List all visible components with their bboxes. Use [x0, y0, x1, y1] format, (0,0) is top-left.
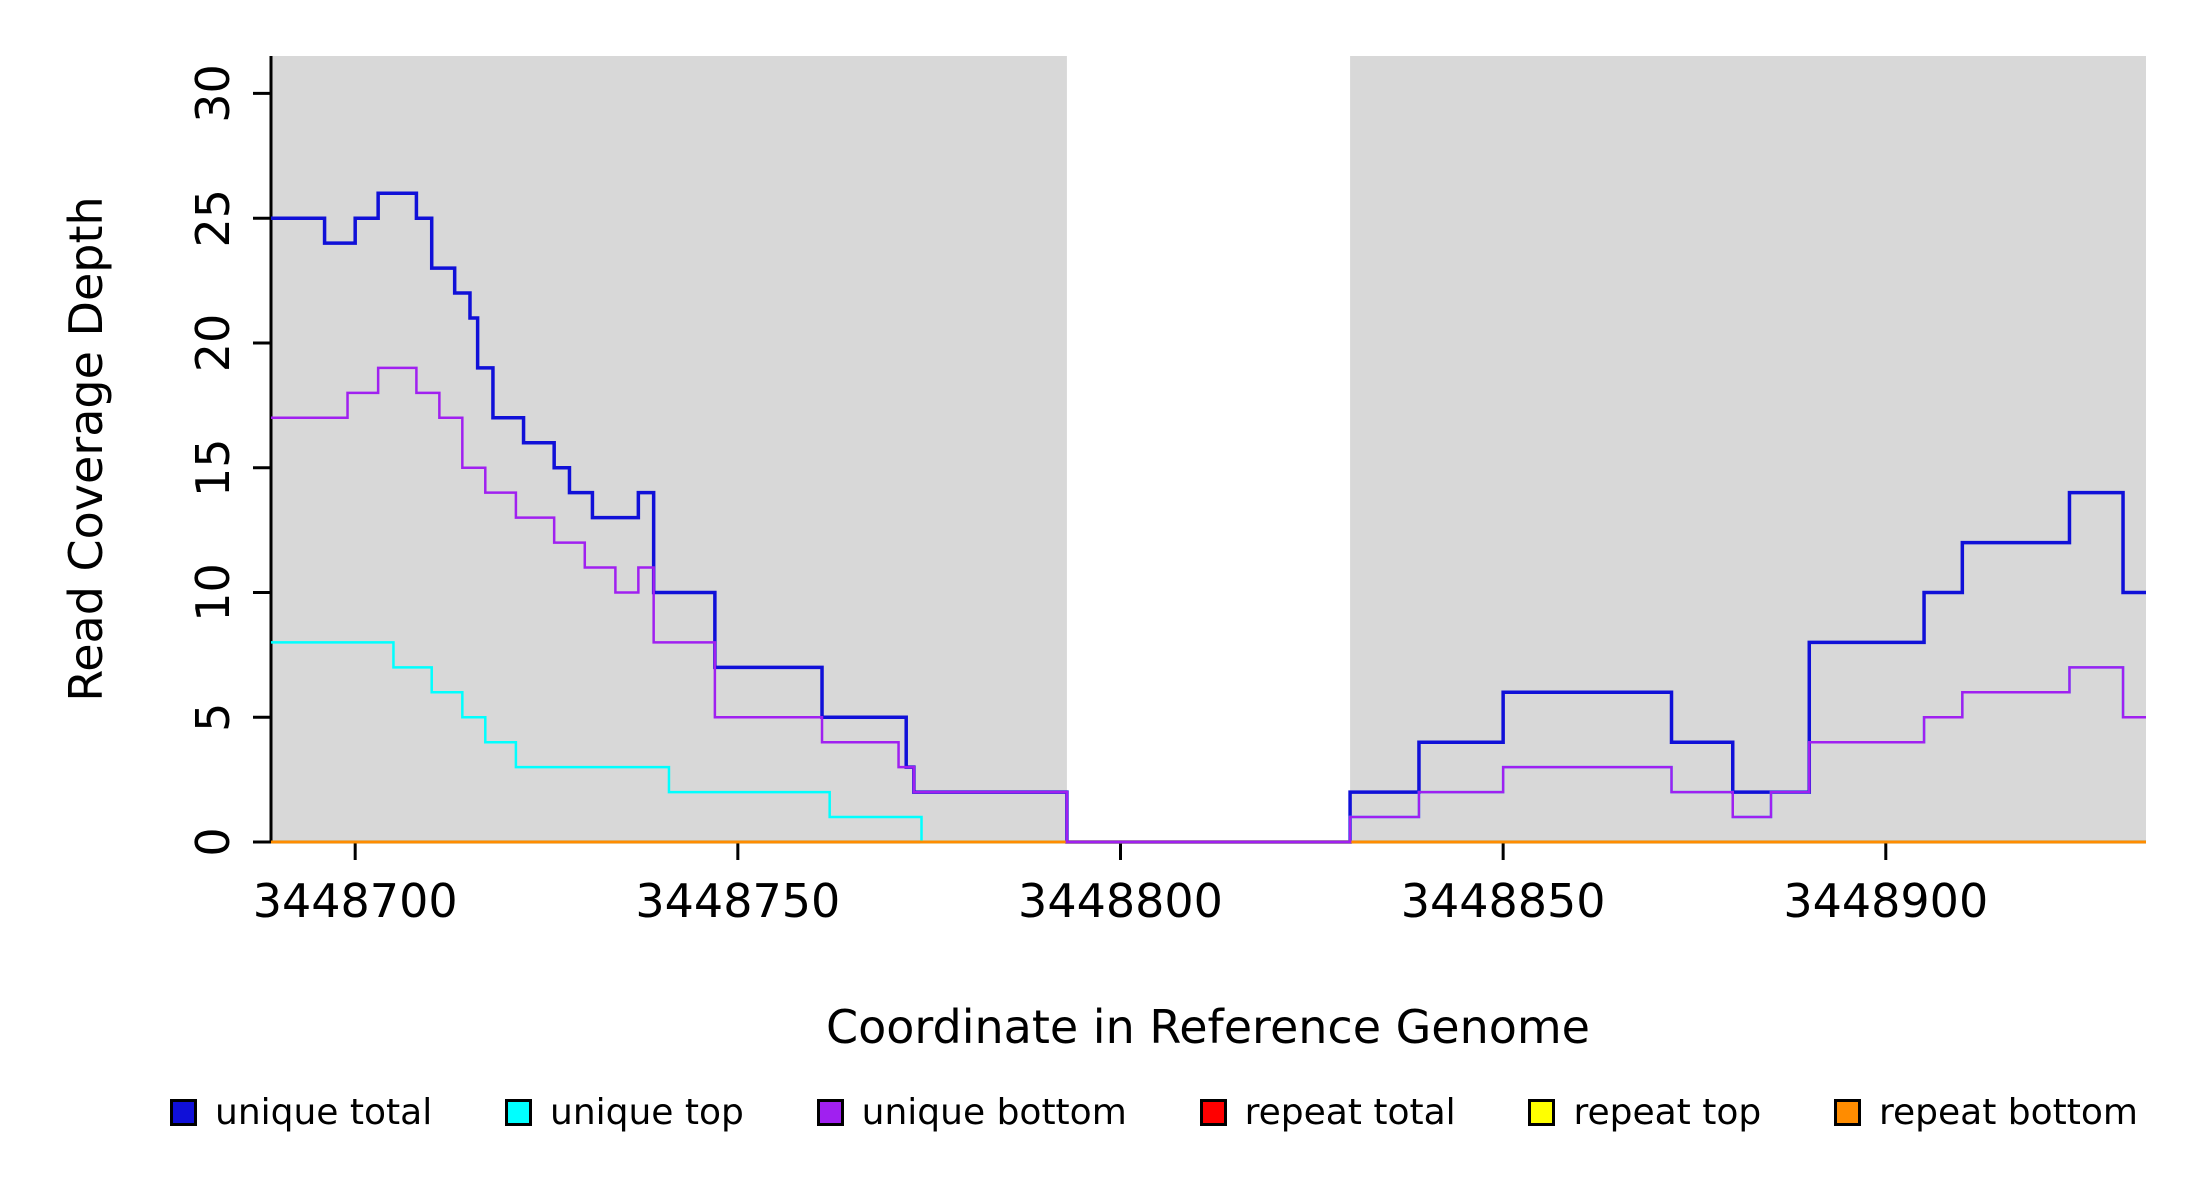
y-tick-label: 10	[186, 563, 240, 622]
x-tick-label: 3448900	[1783, 874, 1988, 928]
legend-item-unique-top: unique top	[505, 1092, 744, 1133]
legend-item-repeat-bottom: repeat bottom	[1834, 1092, 2138, 1133]
legend-label: unique total	[215, 1092, 433, 1133]
series-line-unique-bottom	[271, 366, 2146, 844]
y-tick-label: 0	[186, 827, 240, 856]
legend-item-repeat-total: repeat total	[1199, 1092, 1456, 1133]
legend-item-unique-total: unique total	[170, 1092, 432, 1133]
y-axis-title: Read Coverage Depth	[59, 196, 113, 702]
y-tick-label: 5	[186, 703, 240, 732]
legend-item-repeat-top: repeat top	[1528, 1092, 1761, 1133]
x-axis-title: Coordinate in Reference Genome	[826, 1000, 1590, 1054]
legend-swatch-unique-total	[170, 1099, 197, 1126]
legend-label: repeat bottom	[1879, 1092, 2138, 1133]
legend-swatch-repeat-bottom	[1834, 1099, 1862, 1126]
legend-item-unique-bottom: unique bottom	[816, 1092, 1127, 1133]
x-tick-label: 3448850	[1401, 874, 1606, 928]
legend-swatch-unique-top	[505, 1099, 532, 1126]
y-tick-label: 15	[186, 438, 240, 497]
legend-label: unique bottom	[861, 1092, 1127, 1133]
y-tick-label: 20	[186, 314, 240, 373]
legend: unique total unique top unique bottom repea…	[170, 1092, 2138, 1133]
x-tick-label: 3448700	[253, 874, 458, 928]
x-tick-label: 3448750	[635, 874, 840, 928]
x-tick-label: 3448800	[1018, 874, 1223, 928]
legend-swatch-repeat-top	[1528, 1099, 1556, 1126]
legend-swatch-repeat-total	[1199, 1099, 1227, 1126]
y-tick-label: 30	[186, 64, 240, 123]
shaded-region	[1350, 56, 2146, 842]
legend-label: repeat total	[1244, 1092, 1456, 1133]
legend-label: unique top	[550, 1092, 744, 1133]
legend-label: repeat top	[1573, 1092, 1762, 1133]
y-tick-label: 25	[186, 189, 240, 248]
legend-swatch-unique-bottom	[816, 1099, 844, 1126]
shaded-region	[271, 56, 1067, 842]
